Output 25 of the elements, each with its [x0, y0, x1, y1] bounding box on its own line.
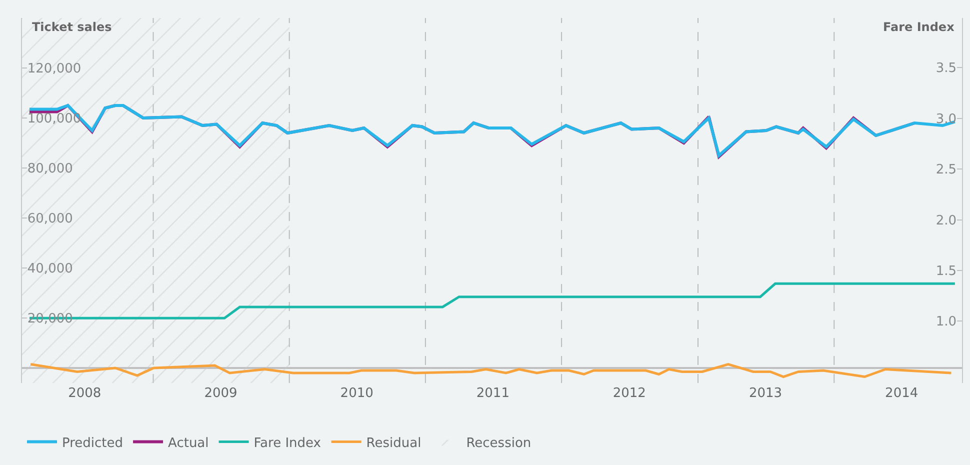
- legend-label: Recession: [466, 436, 532, 451]
- x-tick-label: 2014: [885, 386, 918, 401]
- y2-tick-label: 2.0: [936, 213, 957, 228]
- x-tick-label: 2010: [340, 386, 374, 401]
- y2-axis-title: Fare Index: [883, 20, 955, 34]
- legend-label: Residual: [366, 436, 422, 451]
- x-tick-label: 2008: [68, 386, 102, 401]
- x-tick-label: 2009: [204, 386, 238, 401]
- x-tick-label: 2012: [612, 386, 646, 401]
- y2-tick-label: 3.5: [936, 61, 957, 76]
- legend-label: Predicted: [62, 436, 124, 451]
- y2-tick-label: 2.5: [936, 162, 957, 178]
- x-tick-label: 2011: [476, 386, 510, 401]
- y-tick-label: 40,000: [27, 262, 73, 277]
- y-tick-label: 120,000: [27, 62, 82, 77]
- y2-tick-label: 1.5: [936, 264, 957, 280]
- y-tick-label: 80,000: [27, 162, 73, 177]
- y2-tick-label: 1.0: [936, 314, 957, 330]
- y-tick-label: 100,000: [27, 112, 82, 127]
- y-tick-label: 60,000: [27, 212, 73, 227]
- legend-label: Fare Index: [254, 436, 322, 451]
- x-tick-label: 2013: [748, 386, 782, 401]
- y-axis-title: Ticket sales: [32, 20, 112, 34]
- legend-label: Actual: [168, 436, 209, 451]
- y2-tick-label: 3.0: [936, 112, 957, 127]
